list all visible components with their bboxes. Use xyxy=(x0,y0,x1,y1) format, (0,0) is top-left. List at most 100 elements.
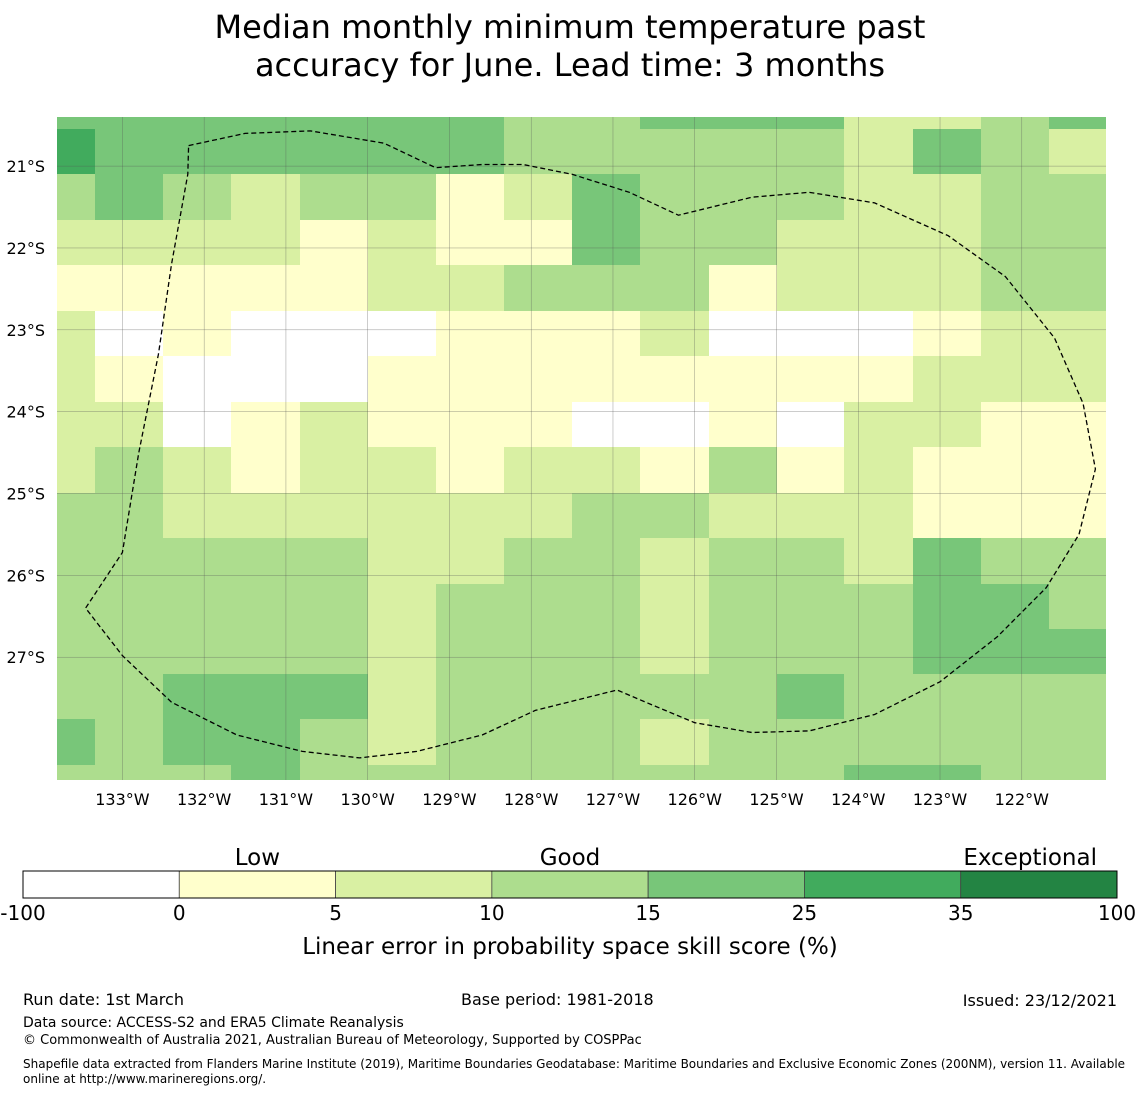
heatmap-cell xyxy=(1049,674,1106,719)
heatmap-cell xyxy=(640,584,709,629)
heatmap-cell xyxy=(1049,447,1106,493)
x-tick-label: 122°W xyxy=(995,790,1050,809)
base-period: Base period: 1981-2018 xyxy=(461,990,654,1009)
heatmap-cell xyxy=(709,117,777,129)
heatmap-cell xyxy=(504,129,572,174)
heatmap-cell xyxy=(777,629,844,674)
heatmap-cell xyxy=(981,265,1049,311)
heatmap-cell xyxy=(57,765,95,780)
heatmap-cell xyxy=(981,584,1049,629)
heatmap-cell xyxy=(163,311,231,356)
heatmap-cell xyxy=(572,117,640,129)
heatmap-cell xyxy=(913,629,981,674)
heatmap-cell xyxy=(504,174,572,220)
heatmap-cell xyxy=(709,629,777,674)
heatmap-cell xyxy=(504,311,572,356)
colorbar-swatch xyxy=(960,870,1118,899)
heatmap-cell xyxy=(844,311,913,356)
heatmap-cell xyxy=(504,265,572,311)
heatmap-cell xyxy=(95,447,163,493)
heatmap-cell xyxy=(436,629,504,674)
heatmap-cell xyxy=(368,220,436,265)
heatmap-cell xyxy=(436,584,504,629)
heatmap-cell xyxy=(436,447,504,493)
heatmap-cell xyxy=(572,447,640,493)
heatmap-cell xyxy=(1049,220,1106,265)
heatmap-cell xyxy=(777,674,844,719)
heatmap-cell xyxy=(572,402,640,447)
colorbar-tick-label: -100 xyxy=(0,901,45,925)
heatmap-cell xyxy=(1049,311,1106,356)
heatmap-cell xyxy=(981,629,1049,674)
y-tick-label: 25°S xyxy=(6,485,45,504)
heatmap-cell xyxy=(640,629,709,674)
heatmap-cell xyxy=(913,674,981,719)
heatmap-cell xyxy=(777,719,844,765)
heatmap-cell xyxy=(913,402,981,447)
colorbar-tick-label: 25 xyxy=(792,901,817,925)
heatmap-cell xyxy=(640,174,709,220)
heatmap-cell xyxy=(640,447,709,493)
heatmap-cell xyxy=(981,765,1049,780)
colorbar-swatch xyxy=(178,870,336,899)
copyright: © Commonwealth of Australia 2021, Austra… xyxy=(23,1033,642,1048)
heatmap-cell xyxy=(231,402,300,447)
heatmap-cell xyxy=(572,174,640,220)
heatmap-cell xyxy=(368,584,436,629)
heatmap-cell xyxy=(95,174,163,220)
heatmap-cell xyxy=(709,674,777,719)
heatmap-cell xyxy=(640,674,709,719)
heatmap-cell xyxy=(777,402,844,447)
heatmap-cell xyxy=(163,719,231,765)
heatmap-cell xyxy=(1049,719,1106,765)
heatmap-cell xyxy=(231,311,300,356)
heatmap-cell xyxy=(504,719,572,765)
colorbar-swatch xyxy=(491,870,649,899)
heatmap-cell xyxy=(913,493,981,538)
heatmap-cell xyxy=(572,765,640,780)
heatmap-cell xyxy=(572,220,640,265)
heatmap-cell xyxy=(844,129,913,174)
heatmap-cell xyxy=(844,265,913,311)
heatmap-cell xyxy=(913,265,981,311)
heatmap-cell xyxy=(709,719,777,765)
heatmap-cell xyxy=(1049,265,1106,311)
heatmap-cell xyxy=(640,356,709,402)
heatmap-cell xyxy=(436,402,504,447)
heatmap-cell xyxy=(777,129,844,174)
heatmap-cell xyxy=(57,265,95,311)
heatmap-cell xyxy=(163,117,231,129)
shapefile-credit: Shapefile data extracted from Flanders M… xyxy=(23,1057,1138,1087)
heatmap-cell xyxy=(777,765,844,780)
heatmap-cell xyxy=(709,584,777,629)
colorbar-tick-label: 15 xyxy=(635,901,660,925)
heatmap-cell xyxy=(640,220,709,265)
colorbar-tick-label: 5 xyxy=(329,901,342,925)
heatmap-cell xyxy=(57,220,95,265)
heatmap-cell xyxy=(777,538,844,584)
heatmap-cell xyxy=(844,402,913,447)
heatmap-cell xyxy=(57,402,95,447)
heatmap-cell xyxy=(913,220,981,265)
heatmap-cell xyxy=(95,311,163,356)
heatmap-cell xyxy=(981,402,1049,447)
chart-title-line-1: Median monthly minimum temperature past xyxy=(214,8,926,46)
heatmap-cell xyxy=(95,765,163,780)
heatmap-cell xyxy=(95,220,163,265)
heatmap-cell xyxy=(57,311,95,356)
heatmap-cell xyxy=(95,117,163,129)
heatmap-cell xyxy=(368,311,436,356)
heatmap-cell xyxy=(300,117,368,129)
heatmap-cell xyxy=(436,765,504,780)
heatmap-cell xyxy=(57,117,95,129)
heatmap-cell xyxy=(913,719,981,765)
heatmap-cell xyxy=(436,117,504,129)
heatmap-cell xyxy=(57,719,95,765)
heatmap-cell xyxy=(640,719,709,765)
heatmap-cell xyxy=(844,174,913,220)
heatmap-cell xyxy=(981,311,1049,356)
heatmap-cell xyxy=(504,356,572,402)
heatmap-cell xyxy=(1049,402,1106,447)
heatmap-cell xyxy=(913,356,981,402)
x-tick-label: 130°W xyxy=(341,790,396,809)
